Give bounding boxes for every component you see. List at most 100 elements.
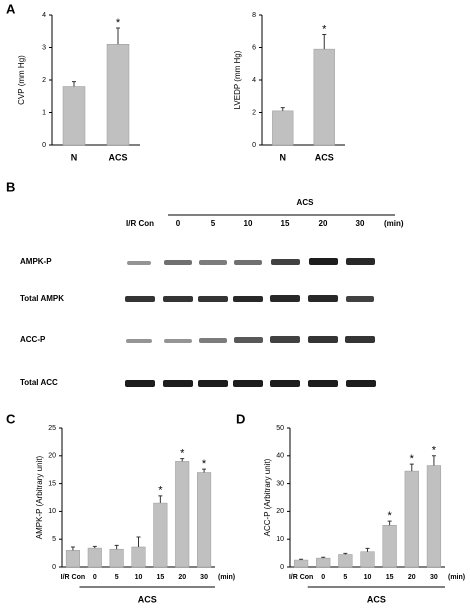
row-label: Total AMPK xyxy=(20,294,64,303)
x-tick-label: 5 xyxy=(343,574,347,581)
x-unit: (min) xyxy=(448,574,465,581)
error-bar xyxy=(158,495,163,504)
x-tick-label: N xyxy=(71,152,78,162)
error-bar xyxy=(299,558,304,561)
x-tick-label: 30 xyxy=(430,574,438,581)
x-tick-label: 5 xyxy=(115,574,119,581)
significance-label: * xyxy=(116,17,121,29)
x-tick-label: 15 xyxy=(156,574,164,581)
x-tick-label: 10 xyxy=(135,574,143,581)
error-bar xyxy=(322,34,327,50)
lane-label: 15 xyxy=(281,219,290,228)
y-tick-label: 20 xyxy=(48,453,56,460)
bar xyxy=(106,44,130,146)
y-axis-label: LVEDP (mm Hg) xyxy=(233,50,242,109)
bar xyxy=(293,559,309,568)
panel-label: C xyxy=(6,411,16,426)
error-bar xyxy=(70,546,75,551)
row-label: Total ACC xyxy=(20,378,58,387)
error-bar xyxy=(409,463,414,472)
error-bar xyxy=(72,81,76,87)
x-tick-label: 15 xyxy=(386,574,394,581)
y-tick-label: 25 xyxy=(48,425,56,432)
y-tick-label: 10 xyxy=(48,508,56,515)
bar xyxy=(272,110,294,146)
lane-label: 0 xyxy=(176,219,181,228)
significance-label: * xyxy=(180,447,185,459)
significance-label: * xyxy=(158,485,163,497)
y-tick-label: 5 xyxy=(52,536,56,543)
y-tick-label: 2 xyxy=(42,77,46,84)
y-tick-label: 10 xyxy=(276,536,284,543)
lane-label: 10 xyxy=(244,219,253,228)
error-bar xyxy=(365,547,370,552)
y-tick-label: 40 xyxy=(276,453,284,460)
group-label: ACS xyxy=(138,594,157,604)
row-label: ACC-P xyxy=(20,335,46,344)
x-tick-label: N xyxy=(280,152,287,162)
y-tick-label: 8 xyxy=(252,12,256,19)
bar xyxy=(62,86,86,146)
row-label: AMPK-P xyxy=(20,257,52,266)
bar xyxy=(313,48,335,146)
bar xyxy=(175,461,190,568)
x-tick-label: ACS xyxy=(315,152,334,162)
x-tick-label: 20 xyxy=(408,574,416,581)
x-tick-label: I/R Con xyxy=(61,574,86,581)
panel-label: D xyxy=(236,411,245,426)
lane-label: 5 xyxy=(211,219,216,228)
bar xyxy=(109,548,124,568)
bar xyxy=(426,465,442,568)
error-bar xyxy=(116,27,120,45)
bar xyxy=(338,554,353,568)
y-tick-label: 0 xyxy=(52,564,56,571)
y-tick-label: 0 xyxy=(252,142,256,149)
x-tick-label: 30 xyxy=(200,574,208,581)
y-tick-label: 0 xyxy=(280,564,284,571)
blot-bands xyxy=(125,258,376,387)
y-tick-label: 3 xyxy=(42,44,46,51)
panel-label: A xyxy=(6,1,16,16)
lane-label: 30 xyxy=(356,219,365,228)
y-tick-label: 4 xyxy=(252,77,256,84)
lane-label: 20 xyxy=(319,219,328,228)
bar xyxy=(65,550,80,568)
error-bar xyxy=(180,458,185,462)
x-tick-label: ACS xyxy=(108,152,127,162)
significance-label: * xyxy=(410,453,415,465)
lane-label: I/R Con xyxy=(126,219,154,228)
y-tick-label: 6 xyxy=(252,44,256,51)
x-tick-label: 0 xyxy=(321,574,325,581)
y-axis-label: ACC-P (Arbitrary unit) xyxy=(263,458,272,536)
significance-label: * xyxy=(322,23,327,35)
x-tick-label: I/R Con xyxy=(289,574,314,581)
error-bar xyxy=(280,107,285,111)
significance-label: * xyxy=(432,445,437,457)
y-axis-label: AMPK-P (Arbitrary unit) xyxy=(35,455,44,539)
significance-label: * xyxy=(388,510,393,522)
x-tick-label: 20 xyxy=(178,574,186,581)
error-bar xyxy=(202,468,207,473)
y-tick-label: 2 xyxy=(252,109,256,116)
error-bar xyxy=(343,552,348,555)
significance-label: * xyxy=(202,458,207,470)
x-tick-label: 10 xyxy=(364,574,372,581)
y-tick-label: 30 xyxy=(276,480,284,487)
error-bar xyxy=(114,544,119,550)
error-bar xyxy=(321,556,326,559)
blot-header: ACS xyxy=(297,198,315,207)
group-label: ACS xyxy=(367,594,386,604)
error-bar xyxy=(136,536,141,547)
y-tick-label: 4 xyxy=(42,12,46,19)
y-tick-label: 20 xyxy=(276,508,284,515)
y-tick-label: 1 xyxy=(42,109,46,116)
bar xyxy=(382,525,397,568)
bar xyxy=(404,470,419,568)
y-tick-label: 0 xyxy=(42,142,46,149)
bar xyxy=(316,557,331,568)
x-tick-label: 0 xyxy=(93,574,97,581)
bar xyxy=(153,502,168,568)
western-blot: ACS I/R Con 0 5 10 15 20 30 (min) AMPK-P… xyxy=(20,198,404,387)
bar xyxy=(87,547,102,568)
